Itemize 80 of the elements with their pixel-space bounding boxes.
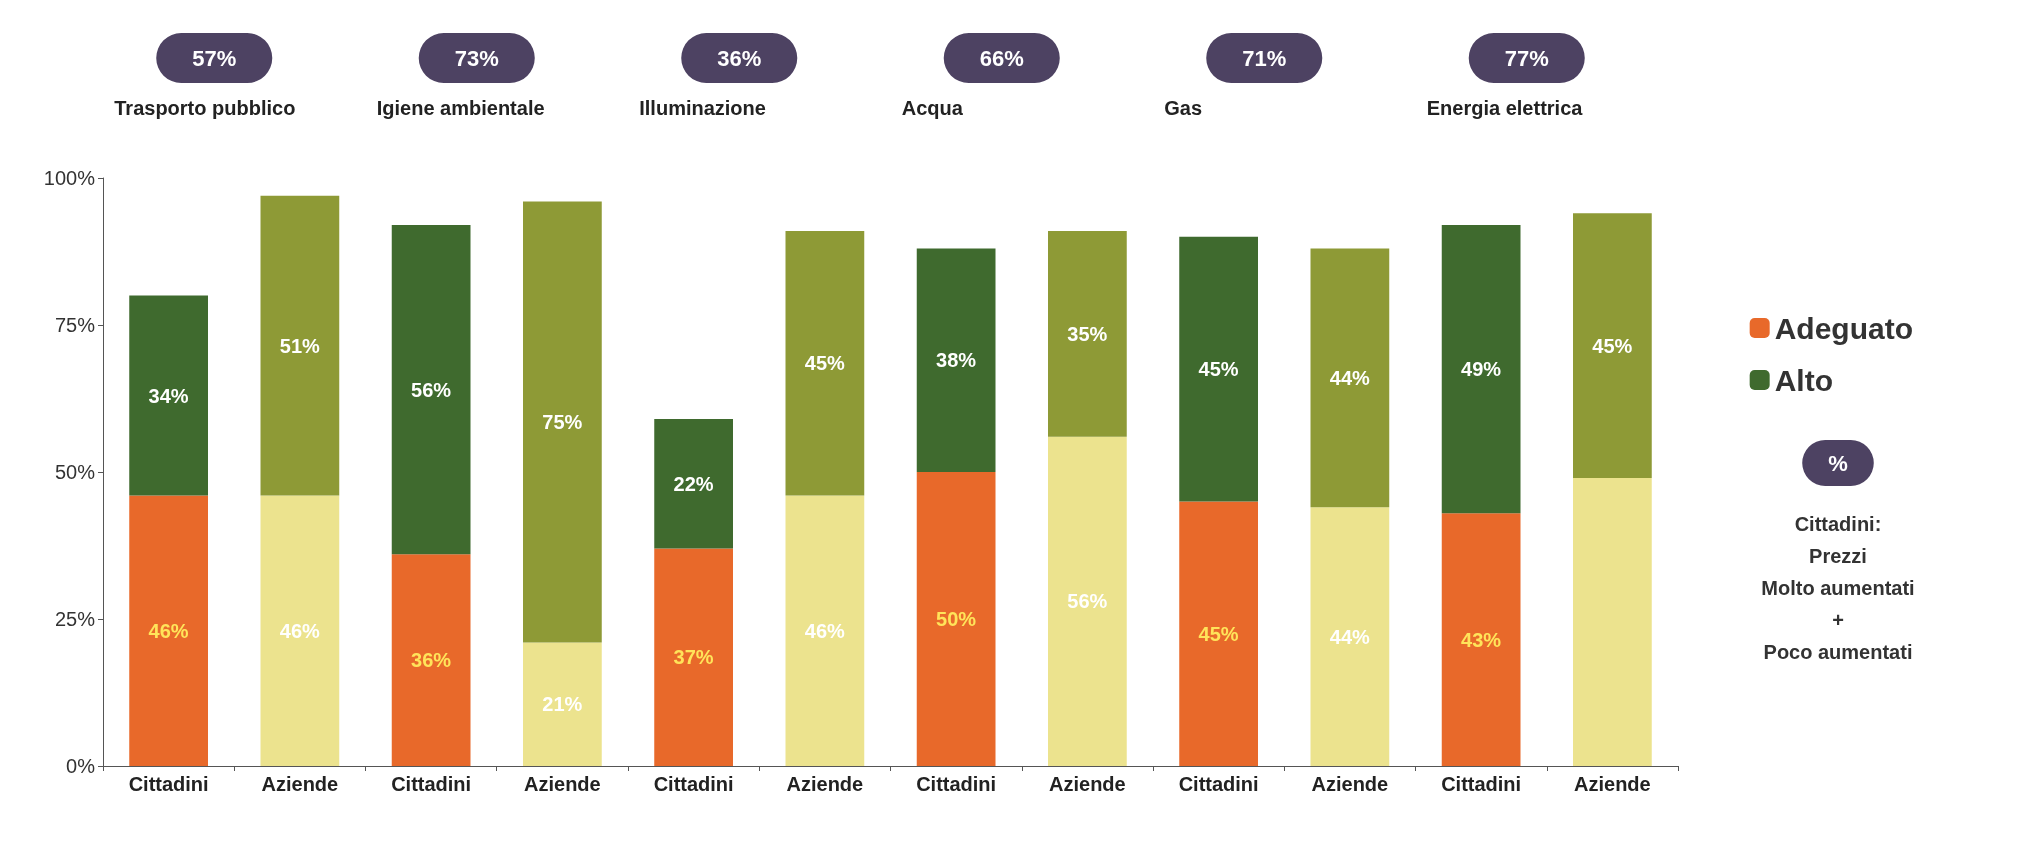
bar: [654, 548, 733, 766]
data-label: 38%: [936, 349, 977, 372]
bar: [1179, 501, 1258, 766]
x-tick-label: Cittadini: [653, 773, 734, 795]
x-tick-label: Aziende: [1311, 773, 1389, 795]
x-tick-label: Aziende: [524, 773, 601, 795]
bar: [1441, 513, 1521, 766]
text: 71%: [1242, 45, 1287, 71]
text: Cittadini: Prezzi Molto aumentati + Poco aumentati: [1761, 513, 1915, 663]
bar: [1179, 236, 1258, 502]
bar: [654, 419, 733, 549]
data-label: 34%: [148, 384, 189, 407]
data-label: 45%: [1198, 622, 1239, 645]
data-label: 45%: [804, 352, 846, 375]
bar: [260, 495, 340, 766]
data-label: 46%: [279, 619, 321, 642]
bar: [916, 248, 996, 472]
data-label: 45%: [1592, 334, 1633, 357]
text: Trasporto pubblico: [114, 97, 296, 119]
data-label: 21%: [542, 693, 583, 716]
data-label: 46%: [148, 619, 189, 642]
text: Illuminazione: [639, 97, 766, 119]
data-label: 44%: [1329, 625, 1371, 648]
bar: [129, 495, 208, 766]
x-tick-label: Cittadini: [916, 773, 997, 795]
bar: [1310, 248, 1390, 508]
x-tick-label: Cittadini: [391, 773, 472, 795]
data-label: 43%: [1461, 628, 1502, 651]
text: 57%: [192, 45, 237, 71]
x-tick-label: Aziende: [261, 773, 339, 795]
x-tick-label: Aziende: [786, 773, 864, 795]
bar: [1310, 507, 1390, 766]
data-label: 50%: [936, 608, 977, 630]
bar: [785, 495, 865, 766]
text: Acqua: [901, 97, 964, 119]
text: %: [1828, 450, 1848, 476]
y-tick-label: 25%: [54, 608, 96, 630]
data-label: 22%: [673, 472, 714, 495]
x-tick-label: Aziende: [1049, 773, 1126, 795]
data-label: 44%: [1329, 366, 1371, 389]
bar: [1441, 225, 1521, 514]
bar: [523, 201, 602, 643]
bar: [1573, 477, 1652, 766]
y-tick-label: 100%: [43, 167, 96, 189]
data-label: 56%: [1067, 590, 1108, 613]
bar: [1573, 213, 1652, 478]
y-tick-label: 50%: [54, 461, 96, 483]
bar: [391, 225, 471, 555]
y-tick-label: 75%: [54, 314, 96, 336]
y-tick-label: 0%: [66, 755, 96, 777]
bar: [1048, 436, 1127, 766]
text: Energia elettrica: [1426, 97, 1584, 119]
data-label: 36%: [411, 649, 452, 672]
text: 73%: [454, 45, 499, 71]
x-tick-label: Aziende: [1574, 773, 1651, 795]
data-label: 56%: [411, 378, 452, 401]
data-label: 75%: [542, 411, 583, 434]
bar: [129, 295, 208, 496]
data-label: 45%: [1198, 358, 1239, 381]
data-label: 51%: [279, 334, 321, 357]
legend-label: Alto: [1774, 363, 1833, 397]
text: 36%: [717, 45, 762, 71]
bar: [1048, 230, 1127, 437]
bar: [260, 195, 340, 496]
x-tick-label: Cittadini: [1441, 773, 1522, 795]
x-tick-label: Cittadini: [128, 773, 209, 795]
data-label: 35%: [1067, 322, 1108, 345]
text: 66%: [979, 45, 1024, 71]
text: 77%: [1504, 45, 1549, 71]
bar: [916, 472, 996, 766]
data-label: 46%: [804, 619, 846, 642]
text: Gas: [1164, 97, 1203, 119]
x-tick-label: Cittadini: [1178, 773, 1259, 795]
data-label: 49%: [1461, 358, 1502, 381]
data-label: 37%: [673, 646, 714, 669]
bar: [523, 642, 602, 766]
bar: [785, 230, 865, 496]
text: Igiene ambientale: [376, 97, 545, 119]
bar: [391, 554, 471, 766]
legend-label: Adeguato: [1774, 311, 1913, 345]
